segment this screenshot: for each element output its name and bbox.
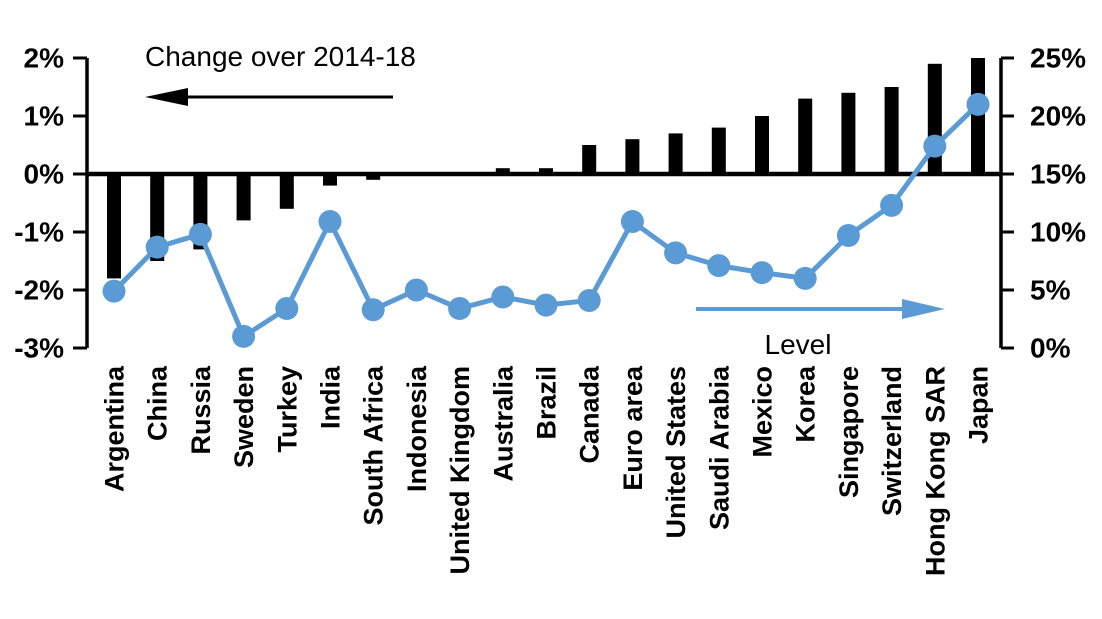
bar-korea xyxy=(798,98,813,174)
x-label-switzerland: Switzerland xyxy=(877,366,907,516)
bar-south-africa xyxy=(366,174,381,180)
left-tick-label-2-: 2% xyxy=(24,43,65,74)
x-label-united-kingdom: United Kingdom xyxy=(445,366,475,574)
marker-hong-kong-sar xyxy=(923,134,947,158)
x-label-euro-area: Euro area xyxy=(618,365,648,491)
bar-mexico xyxy=(755,116,769,174)
right-tick-label-5-: 5% xyxy=(1030,275,1071,306)
marker-argentina xyxy=(102,279,126,303)
marker-mexico xyxy=(750,261,774,285)
marker-saudi-arabia xyxy=(707,254,731,278)
x-label-turkey: Turkey xyxy=(272,366,302,453)
bar-brazil xyxy=(539,168,553,174)
left-tick-label--2-: -2% xyxy=(14,275,64,306)
x-label-saudi-arabia: Saudi Arabia xyxy=(704,365,734,530)
category-labels-layer: Argentina China Russia Sweden Turkey India Sou… xyxy=(100,365,994,576)
bar-canada xyxy=(582,145,597,174)
x-label-south-africa: South Africa xyxy=(359,365,389,525)
marker-india xyxy=(318,210,342,234)
bar-sweden xyxy=(236,174,251,221)
left-tick-label-0-: 0% xyxy=(24,159,65,190)
x-label-china: China xyxy=(143,365,173,441)
bar-australia xyxy=(495,168,510,174)
x-label-argentina: Argentina xyxy=(100,365,130,492)
change-arrow-left-icon xyxy=(145,88,393,106)
bar-turkey xyxy=(279,174,294,209)
x-label-hong-kong-sar: Hong Kong SAR xyxy=(920,366,950,576)
right-tick-label-15-: 15% xyxy=(1030,159,1086,190)
bar-switzerland xyxy=(884,87,899,174)
x-label-japan: Japan xyxy=(964,366,994,444)
level-arrow-right-icon xyxy=(696,299,945,319)
marker-sweden xyxy=(232,324,256,348)
right-tick-label-10-: 10% xyxy=(1030,217,1086,248)
left-tick-label--3-: -3% xyxy=(14,333,64,364)
x-label-russia: Russia xyxy=(186,365,216,455)
marker-brazil xyxy=(534,293,558,317)
left-tick-label-1-: 1% xyxy=(24,101,65,132)
marker-russia xyxy=(188,222,212,246)
right-tick-label-20-: 20% xyxy=(1030,101,1086,132)
marker-singapore xyxy=(836,223,860,247)
marker-united-states xyxy=(664,241,688,265)
x-label-brazil: Brazil xyxy=(532,366,562,440)
marker-euro-area xyxy=(620,210,644,234)
marker-indonesia xyxy=(404,278,428,302)
right-tick-label-0-: 0% xyxy=(1030,333,1071,364)
bar-singapore xyxy=(841,92,856,174)
x-label-canada: Canada xyxy=(575,365,605,464)
marker-japan xyxy=(966,92,990,116)
marker-turkey xyxy=(275,297,299,321)
x-label-mexico: Mexico xyxy=(748,366,778,458)
bar-saudi-arabia xyxy=(711,127,726,174)
level-annotation-label: Level xyxy=(765,329,832,360)
marker-united-kingdom xyxy=(448,297,472,321)
series-line-layer xyxy=(102,92,990,348)
x-label-singapore: Singapore xyxy=(834,366,864,498)
marker-canada xyxy=(577,288,601,312)
bar-united-states xyxy=(668,133,683,174)
marker-korea xyxy=(793,266,817,290)
bar-india xyxy=(323,174,337,186)
x-label-australia: Australia xyxy=(488,365,518,482)
left-tick-label--1-: -1% xyxy=(14,217,64,248)
tick-labels-layer: 2% 1% 0% -1% -2% -3% 25% 20% 15% 10% 5% 0% xyxy=(14,43,1086,364)
x-label-indonesia: Indonesia xyxy=(402,365,432,492)
x-label-sweden: Sweden xyxy=(229,366,259,468)
marker-south-africa xyxy=(361,298,385,322)
marker-australia xyxy=(491,285,515,309)
marker-switzerland xyxy=(880,193,904,217)
bar-argentina xyxy=(107,174,121,279)
change-annotation-label: Change over 2014-18 xyxy=(145,41,416,72)
bar-japan xyxy=(971,58,985,174)
axes-layer xyxy=(73,56,1014,350)
marker-china xyxy=(145,235,169,259)
x-label-india: India xyxy=(316,365,346,429)
bar-euro-area xyxy=(625,139,640,174)
right-tick-label-25-: 25% xyxy=(1030,43,1086,74)
x-label-korea: Korea xyxy=(791,365,821,443)
x-label-united-states: United States xyxy=(661,366,691,539)
